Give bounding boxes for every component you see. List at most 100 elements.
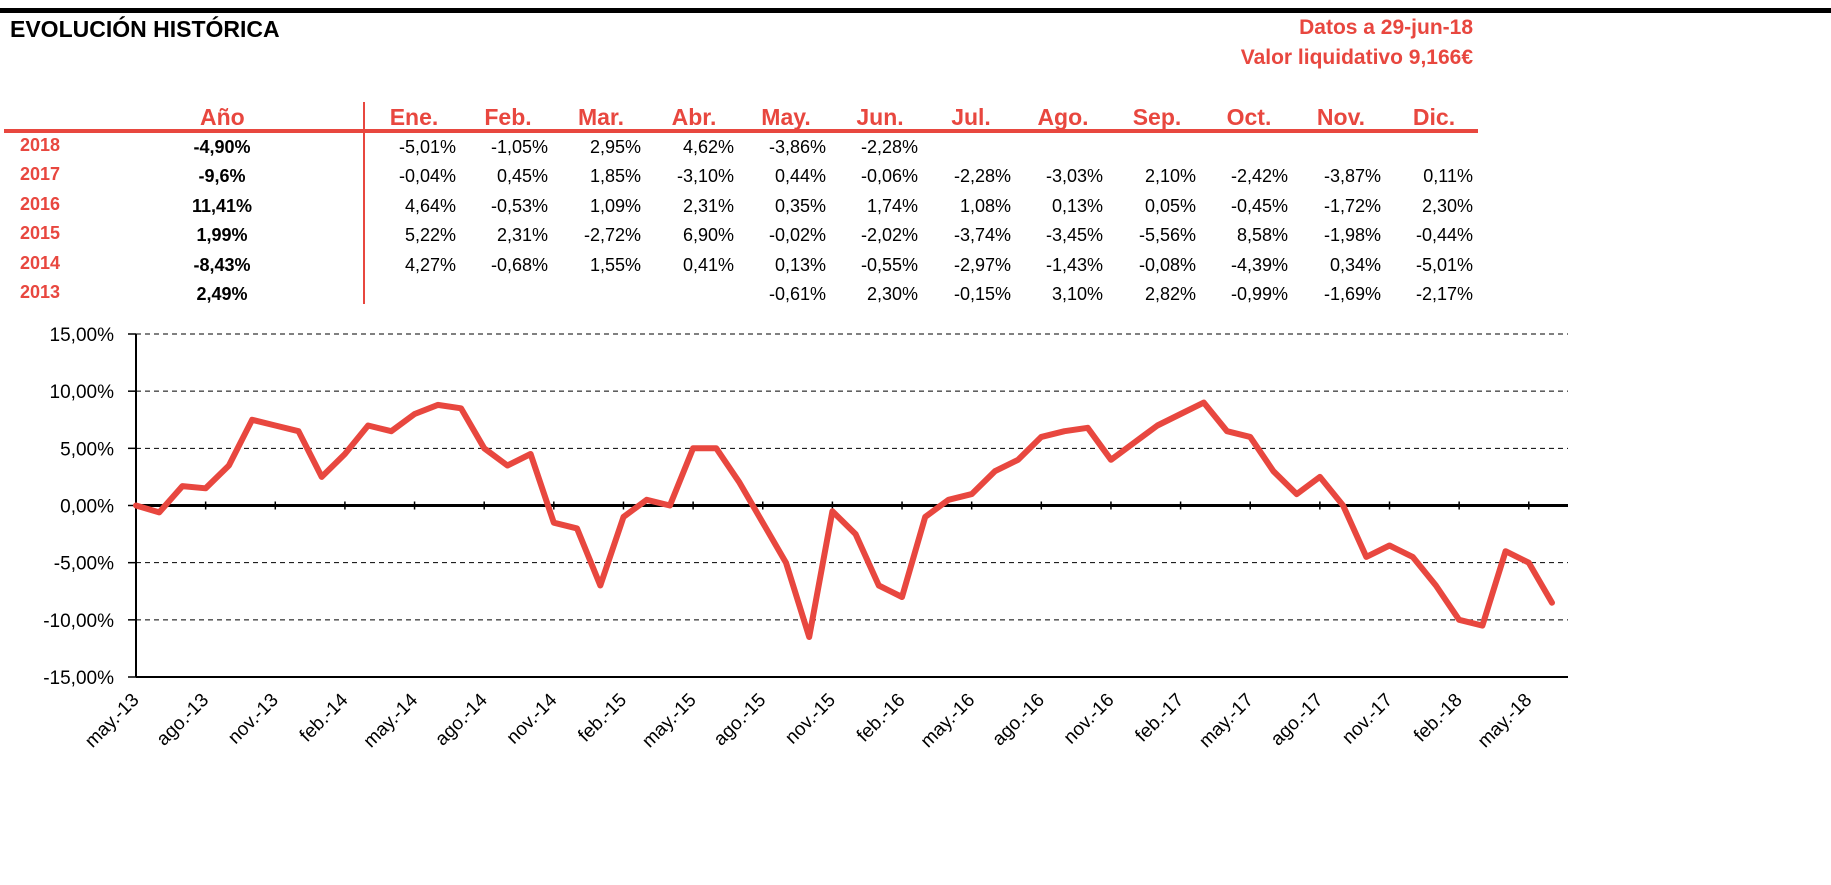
- y-tick-label: 0,00%: [60, 497, 114, 518]
- y-tick-label: -15,00%: [43, 668, 114, 689]
- monthly-return-cell: -3,03%: [1045, 166, 1103, 187]
- monthly-return-cell: -2,28%: [953, 166, 1011, 187]
- monthly-return-cell: 6,90%: [682, 225, 734, 246]
- monthly-return-cell: -0,55%: [860, 254, 918, 275]
- x-tick-label: ago.-16: [988, 690, 1048, 750]
- month-header: Sep.: [1132, 104, 1182, 130]
- monthly-return-cell: -0,53%: [490, 195, 548, 216]
- monthly-return-cell: 1,74%: [866, 195, 918, 216]
- row-year: 2016: [20, 193, 61, 214]
- month-header: Ago.: [1037, 104, 1089, 130]
- monthly-return-cell: -0,02%: [768, 225, 826, 246]
- monthly-return-cell: 0,35%: [774, 195, 826, 216]
- row-year: 2017: [20, 164, 61, 185]
- monthly-return-cell: 2,30%: [866, 284, 918, 304]
- monthly-return-cell: -0,45%: [1230, 195, 1288, 216]
- monthly-return-cell: 2,30%: [1421, 195, 1473, 216]
- monthly-return-cell: 2,31%: [682, 195, 734, 216]
- monthly-return-cell: -0,06%: [860, 166, 918, 187]
- monthly-return-cell: -0,08%: [1138, 254, 1196, 275]
- monthly-return-cell: 4,64%: [404, 195, 456, 216]
- x-tick-label: nov.-13: [224, 690, 283, 749]
- x-tick-label: ago.-15: [710, 690, 770, 750]
- monthly-return-cell: 0,34%: [1329, 254, 1381, 275]
- monthly-return-cell: 1,09%: [589, 195, 641, 216]
- row-annual-return: 1,99%: [196, 225, 248, 246]
- x-tick-label: feb.-14: [296, 689, 353, 746]
- month-header: Nov.: [1316, 104, 1366, 130]
- x-tick-label: nov.-16: [1060, 690, 1119, 749]
- monthly-return-cell: 0,11%: [1423, 166, 1473, 187]
- monthly-return-cell: -4,39%: [1230, 254, 1288, 275]
- monthly-return-cell: 4,62%: [682, 137, 734, 157]
- row-year: 2018: [20, 135, 61, 155]
- x-tick-label: feb.-16: [853, 690, 910, 747]
- x-tick-label: ago.-17: [1267, 690, 1327, 750]
- x-tick-label: ago.-14: [431, 689, 492, 750]
- monthly-return-cell: -2,97%: [953, 254, 1011, 275]
- monthly-return-cell: 2,10%: [1144, 166, 1196, 187]
- monthly-return-cell: -0,15%: [953, 284, 1011, 304]
- monthly-return-cell: 1,08%: [959, 195, 1011, 216]
- data-date-label: Datos a 29-jun-18: [1299, 16, 1473, 39]
- series-line: [133, 399, 1555, 640]
- top-rule: [0, 8, 1831, 13]
- monthly-return-cell: -1,72%: [1323, 195, 1381, 216]
- monthly-return-cell: 2,95%: [589, 137, 641, 157]
- month-header: Jul.: [951, 104, 991, 130]
- x-tick-label: may.-14: [360, 689, 423, 752]
- monthly-return-cell: -2,42%: [1230, 166, 1288, 187]
- monthly-return-cell: 3,10%: [1051, 284, 1103, 304]
- monthly-return-cell: -3,10%: [676, 166, 734, 187]
- monthly-return-cell: -3,45%: [1045, 225, 1103, 246]
- y-tick-label: 10,00%: [50, 382, 115, 403]
- y-tick-label: -5,00%: [54, 554, 114, 575]
- row-year: 2014: [20, 252, 61, 273]
- monthly-return-cell: -1,05%: [490, 137, 548, 157]
- x-tick-label: feb.-18: [1410, 690, 1467, 747]
- monthly-return-cell: 8,58%: [1236, 225, 1288, 246]
- monthly-return-cell: -3,86%: [768, 137, 826, 157]
- monthly-return-cell: -1,43%: [1045, 254, 1103, 275]
- x-tick-label: may.-18: [1474, 690, 1536, 752]
- x-tick-label: feb.-15: [574, 690, 631, 747]
- month-header: Feb.: [484, 104, 532, 130]
- x-tick-label: nov.-14: [503, 689, 562, 748]
- monthly-return-cell: -2,72%: [583, 225, 641, 246]
- row-year: 2015: [20, 223, 61, 244]
- month-header: Jun.: [856, 104, 904, 130]
- monthly-return-cell: 1,55%: [589, 254, 641, 275]
- monthly-return-cell: -5,01%: [398, 137, 456, 157]
- monthly-return-cell: 0,44%: [774, 166, 826, 187]
- monthly-return-cell: -5,01%: [1415, 254, 1473, 275]
- monthly-return-cell: 0,13%: [774, 254, 826, 275]
- monthly-return-cell: 2,31%: [496, 225, 548, 246]
- monthly-return-cell: 0,45%: [496, 166, 548, 187]
- monthly-return-cell: 1,85%: [589, 166, 641, 187]
- page-title: EVOLUCIÓN HISTÓRICA: [10, 16, 280, 42]
- x-tick-label: may.-17: [1195, 690, 1257, 752]
- month-header: Oct.: [1226, 104, 1272, 130]
- monthly-return-cell: -2,17%: [1415, 284, 1473, 304]
- x-tick-label: nov.-17: [1338, 690, 1397, 749]
- month-header: Abr.: [671, 104, 717, 130]
- monthly-return-cell: 4,27%: [404, 254, 456, 275]
- monthly-return-cell: -3,87%: [1323, 166, 1381, 187]
- monthly-return-cell: 0,13%: [1051, 195, 1103, 216]
- month-header: May.: [761, 104, 811, 130]
- row-annual-return: 2,49%: [196, 284, 248, 304]
- monthly-return-cell: -0,68%: [490, 254, 548, 275]
- y-tick-label: 15,00%: [50, 325, 115, 346]
- monthly-return-cell: -0,44%: [1415, 225, 1473, 246]
- x-tick-label: ago.-13: [153, 690, 213, 750]
- nav-value-label: Valor liquidativo 9,166€: [1240, 46, 1473, 69]
- monthly-return-cell: 0,41%: [682, 254, 734, 275]
- x-tick-label: nov.-15: [781, 690, 840, 749]
- y-tick-label: -10,00%: [43, 611, 114, 632]
- x-tick-label: feb.-17: [1131, 690, 1188, 747]
- monthly-return-cell: -2,28%: [860, 137, 918, 157]
- month-header: Dic.: [1412, 104, 1456, 130]
- month-header: Mar.: [577, 104, 625, 130]
- y-tick-label: 5,00%: [60, 439, 114, 460]
- x-tick-label: may.-15: [638, 690, 700, 752]
